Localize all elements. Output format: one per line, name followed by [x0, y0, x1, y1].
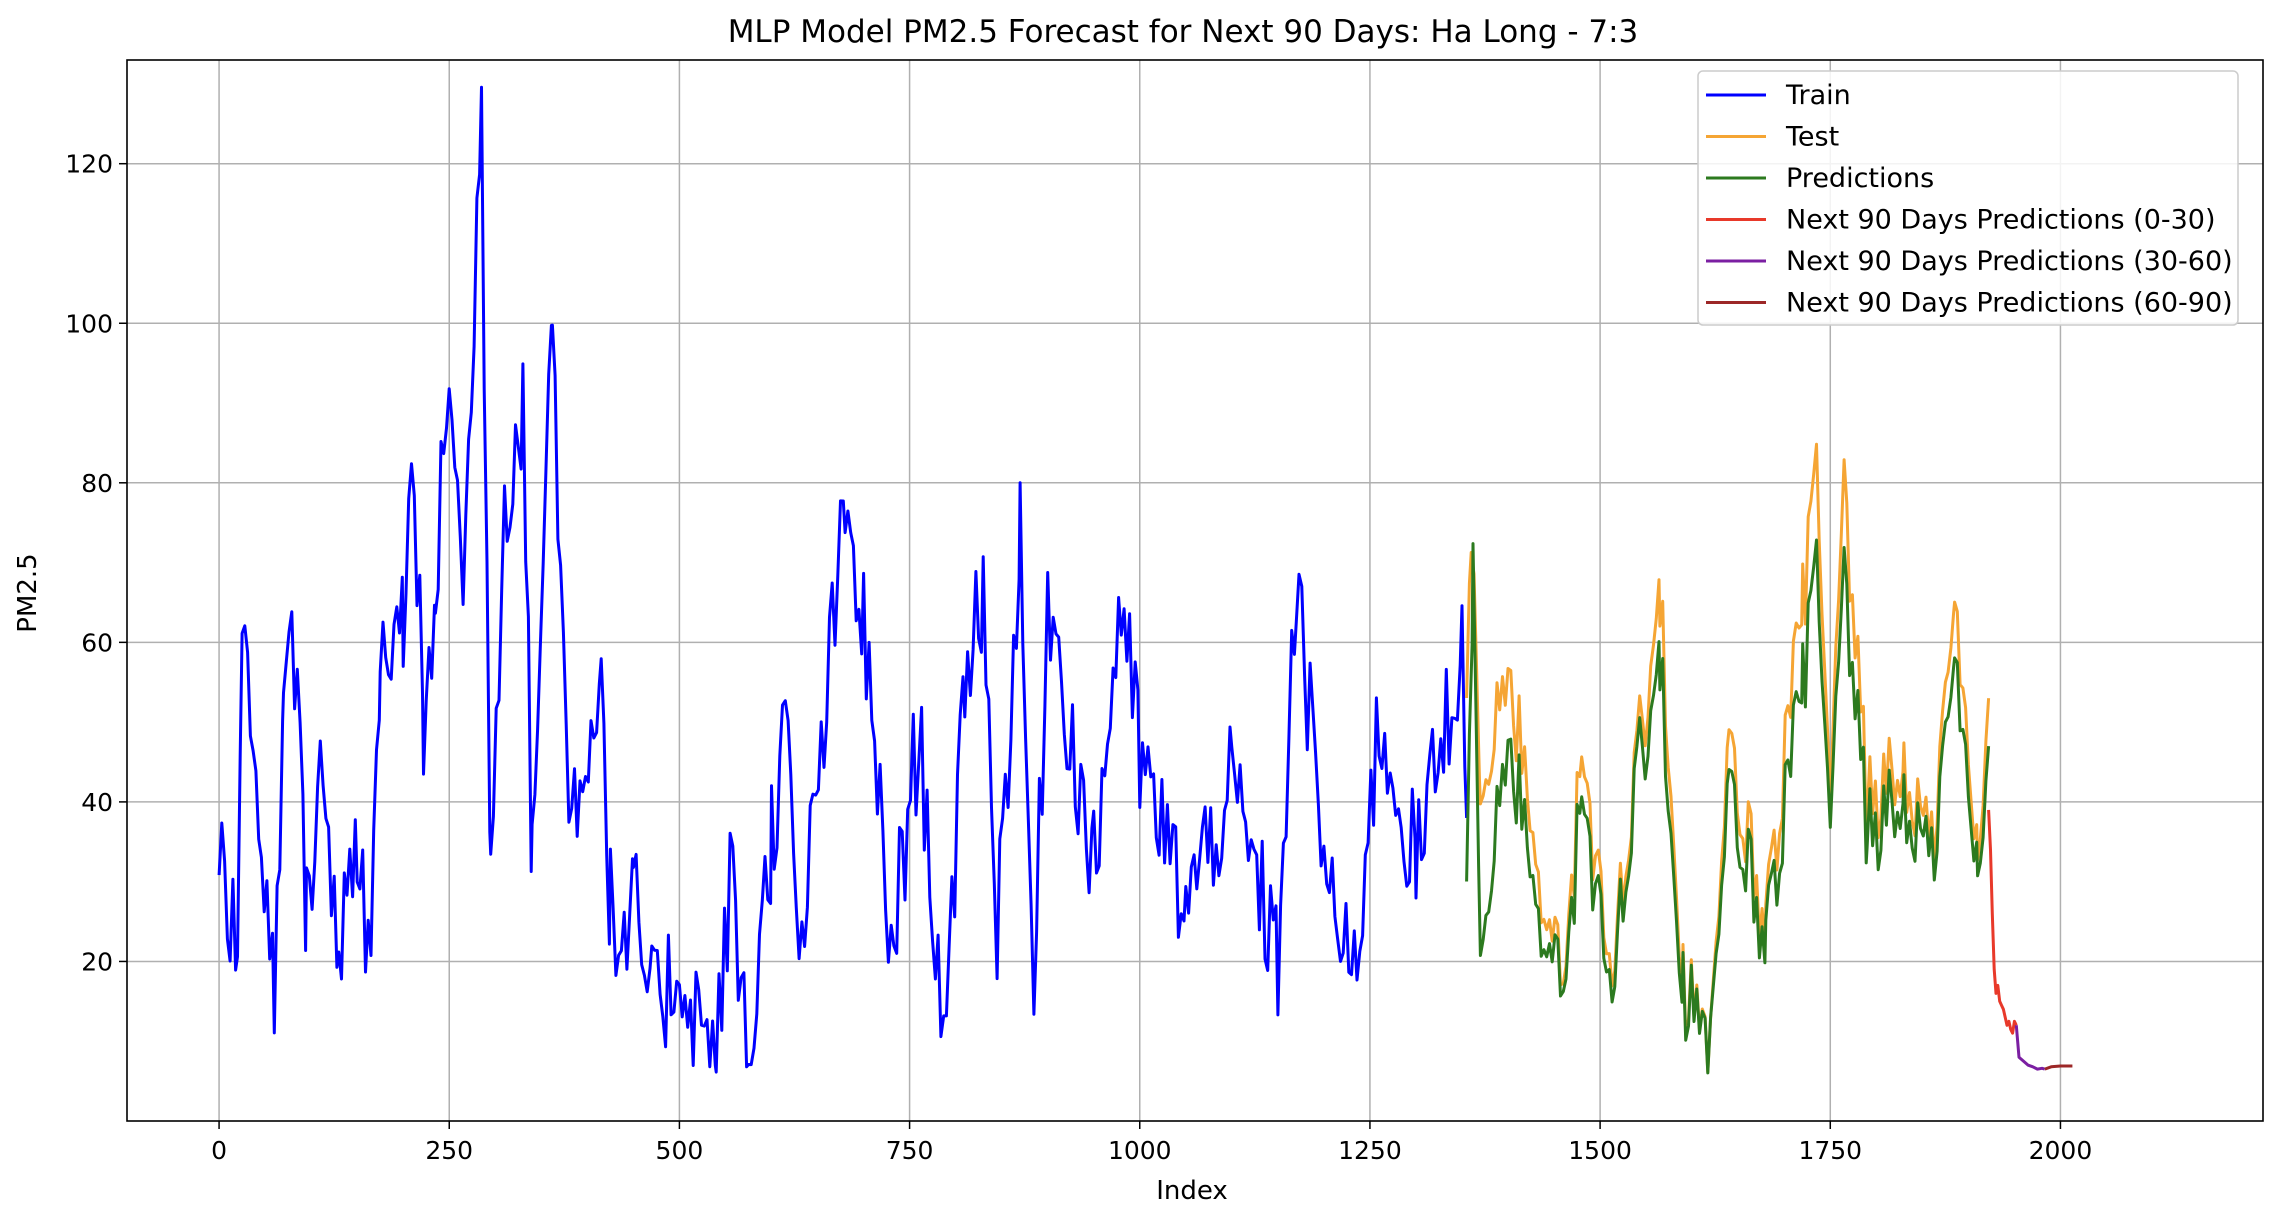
x-tick-label: 250	[425, 1136, 473, 1165]
y-tick-label: 60	[81, 628, 113, 657]
y-tick-label: 40	[81, 788, 113, 817]
y-axis-label: PM2.5	[13, 553, 43, 632]
legend-label: Next 90 Days Predictions (0-30)	[1786, 205, 2216, 236]
series-line-test	[1465, 442, 1991, 1074]
y-tick-label: 80	[81, 469, 113, 498]
x-tick-label: 2000	[2029, 1136, 2093, 1165]
axis-ticks: 0 250 500 750 1000 1250 1500 1750 2000 20 40 60 80 10…	[65, 150, 2092, 1165]
legend-label: Test	[1785, 122, 1839, 153]
legend-label: Predictions	[1786, 163, 1934, 194]
legend-label: Next 90 Days Predictions (30-60)	[1786, 246, 2233, 277]
legend-label: Train	[1785, 80, 1851, 111]
series-lines	[217, 85, 2073, 1075]
legend: Train Test Predictions Next 90 Days Predict…	[1697, 70, 2239, 326]
plot-frame	[126, 59, 2264, 1122]
series-line-train	[217, 85, 1469, 1074]
x-tick-label: 1750	[1798, 1136, 1862, 1165]
x-axis-label: Index	[1156, 1176, 1228, 1206]
chart-title: MLP Model PM2.5 Forecast for Next 90 Day…	[728, 14, 1639, 50]
x-tick-label: 1000	[1108, 1136, 1172, 1165]
y-tick-label: 100	[65, 309, 113, 338]
series-line-next-90-days-predictions-0-30	[1987, 809, 2018, 1035]
x-tick-label: 1500	[1568, 1136, 1632, 1165]
x-tick-label: 0	[211, 1136, 227, 1165]
series-line-next-90-days-predictions-30-60	[2014, 1025, 2046, 1071]
x-tick-label: 750	[886, 1136, 934, 1165]
legend-label: Next 90 Days Predictions (60-90)	[1786, 288, 2233, 319]
legend-box	[1697, 70, 2239, 326]
series-line-next-90-days-predictions-60-90	[2044, 1064, 2073, 1071]
y-tick-label: 120	[65, 150, 113, 179]
x-tick-label: 500	[656, 1136, 704, 1165]
series-line-predictions	[1465, 538, 1991, 1075]
x-tick-label: 1250	[1338, 1136, 1402, 1165]
y-tick-label: 20	[81, 947, 113, 976]
